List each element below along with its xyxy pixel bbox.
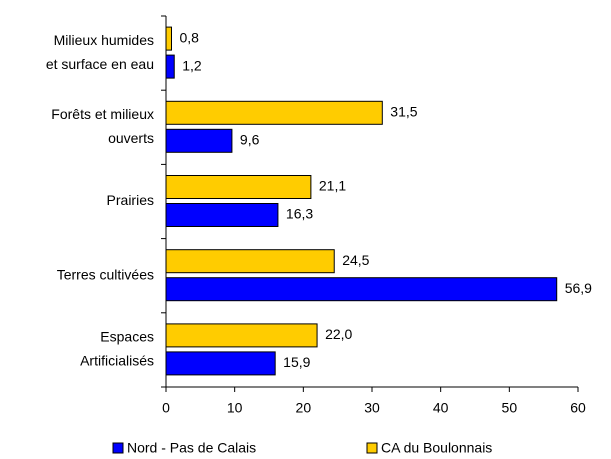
value-label: 1,2 — [182, 57, 202, 73]
value-label: 16,3 — [286, 206, 313, 222]
x-tick-label: 60 — [570, 400, 586, 416]
value-label: 15,9 — [283, 354, 310, 370]
bar — [165, 54, 175, 79]
bar — [165, 26, 172, 51]
x-tick-label: 50 — [502, 400, 518, 416]
y-tick-label: Terres cultivées — [57, 266, 154, 282]
bar — [165, 351, 276, 376]
bar — [165, 277, 558, 302]
legend-label: Nord - Pas de Calais — [127, 440, 256, 456]
bar — [165, 100, 383, 125]
y-tick-label: ouverts — [108, 130, 154, 146]
x-tick-label: 10 — [227, 400, 243, 416]
legend-label: CA du Boulonnais — [381, 440, 492, 456]
value-label: 31,5 — [390, 104, 417, 120]
value-label: 0,8 — [179, 29, 199, 45]
value-label: 22,0 — [325, 326, 352, 342]
x-tick-label: 0 — [162, 400, 170, 416]
x-tick-label: 20 — [296, 400, 312, 416]
y-tick-label: Milieux humides — [54, 32, 154, 48]
bar — [165, 175, 312, 199]
bar — [165, 249, 335, 274]
y-tick-label: Prairies — [107, 192, 154, 208]
y-tick-label: Artificialisés — [80, 353, 154, 369]
value-label: 9,6 — [240, 132, 260, 148]
legend-swatch — [112, 442, 124, 454]
bar — [165, 203, 279, 227]
x-tick-label: 40 — [433, 400, 449, 416]
y-tick-label: Espaces — [100, 329, 154, 345]
bar — [165, 128, 233, 153]
legend-swatch — [366, 442, 378, 454]
x-tick-label: 30 — [364, 400, 380, 416]
value-label: 56,9 — [565, 280, 592, 296]
value-label: 24,5 — [342, 252, 369, 268]
value-label: 21,1 — [319, 178, 346, 194]
bar — [165, 323, 318, 348]
y-tick-label: et surface en eau — [46, 56, 154, 72]
y-tick-label: Forêts et milieux — [51, 106, 154, 122]
